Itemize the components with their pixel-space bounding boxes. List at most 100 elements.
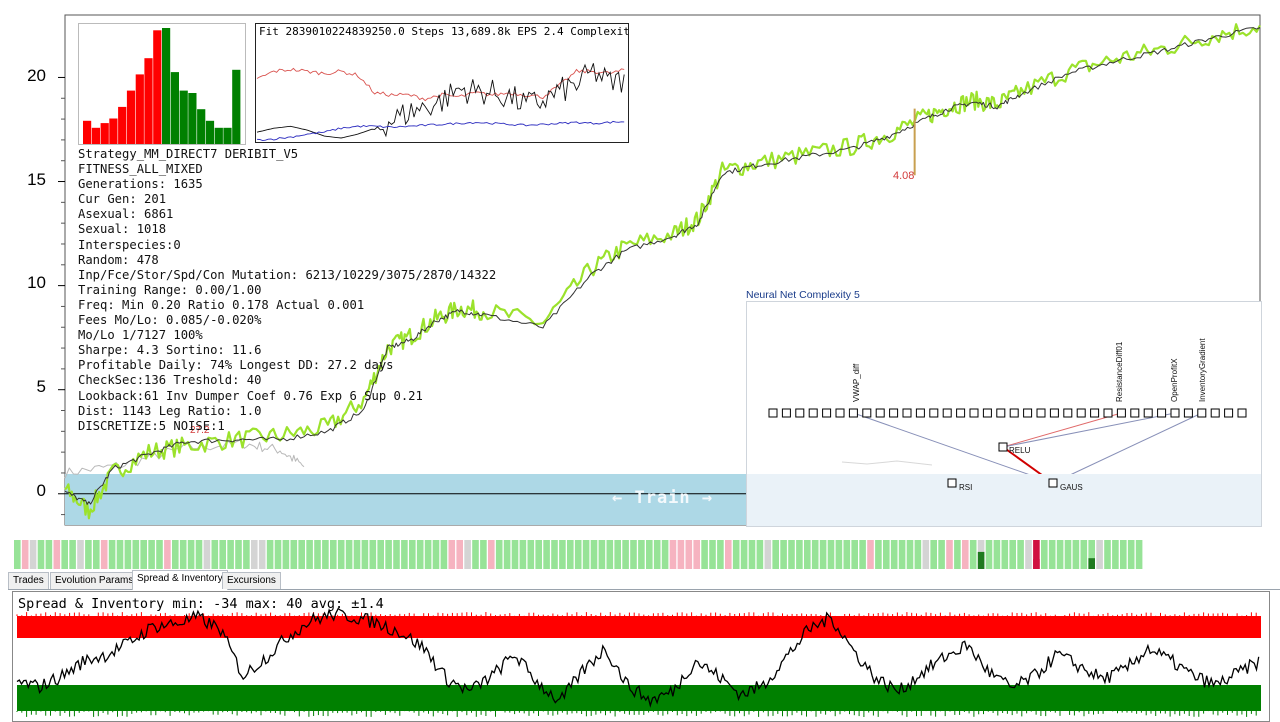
daily-result-bar	[1056, 540, 1064, 569]
daily-result-bar	[701, 540, 708, 569]
input-node	[969, 408, 979, 418]
daily-result-bar	[922, 540, 930, 569]
daily-result-bar	[472, 540, 479, 569]
stat-line: Cur Gen: 201	[78, 192, 167, 207]
histogram-bar	[214, 127, 223, 144]
daily-result-bar	[227, 540, 234, 569]
stat-line: DISCRETIZE:5 NOISE:1	[78, 418, 225, 433]
test-range-band	[747, 474, 1261, 526]
daily-results-strip	[14, 540, 1143, 569]
input-node	[862, 408, 872, 418]
daily-result-bar	[290, 540, 298, 569]
daily-result-bar	[780, 540, 787, 569]
daily-result-bar	[330, 540, 337, 569]
tab-spread-inventory[interactable]: Spread & Inventory	[132, 570, 228, 590]
input-node	[1049, 408, 1059, 418]
fitness-histogram	[83, 28, 241, 145]
histogram-bar	[162, 28, 171, 144]
daily-result-bar	[867, 540, 874, 569]
input-node	[1197, 408, 1207, 418]
input-node	[781, 408, 791, 418]
daily-result-bar	[606, 540, 614, 569]
daily-result-bar	[938, 540, 945, 569]
daily-result-bar	[1025, 540, 1032, 569]
input-label-vwap-diff: VWAP_diff	[852, 363, 861, 402]
daily-result-bar	[266, 540, 274, 569]
y-axis-tick-5: 5	[36, 377, 46, 396]
input-label-resistance-diff: ResistanceDiff01	[1115, 341, 1124, 402]
daily-result-bar	[251, 540, 258, 569]
daily-result-bar	[337, 540, 345, 569]
daily-result-bar	[614, 540, 621, 569]
histogram-bar	[126, 90, 136, 144]
daily-result-bar	[677, 540, 685, 569]
daily-result-bar	[1033, 540, 1040, 569]
daily-result-bar	[725, 540, 732, 569]
daily-result-bar	[796, 540, 803, 569]
daily-result-bar	[827, 540, 835, 569]
input-label-open-profit: OpenProfitX	[1170, 358, 1179, 402]
daily-result-bar	[598, 540, 606, 569]
daily-result-bar	[282, 540, 290, 569]
daily-result-bar	[1088, 540, 1095, 569]
stat-line: Dist: 1143 Leg Ratio: 1.0	[78, 403, 262, 418]
input-node	[822, 408, 832, 418]
hidden-node-relu	[998, 442, 1008, 452]
daily-result-bar	[685, 540, 693, 569]
daily-result-bar	[930, 540, 937, 569]
inventory-line	[16, 607, 1260, 708]
daily-result-bar	[1072, 540, 1080, 569]
input-label-inventory-gradient: InventoryGradient	[1198, 338, 1207, 402]
equity-line-train	[64, 27, 1261, 505]
input-node	[956, 408, 966, 418]
daily-result-bar	[646, 540, 653, 569]
daily-result-bar	[693, 540, 700, 569]
daily-result-bar	[235, 540, 242, 569]
tab-trades[interactable]: Trades	[8, 572, 49, 589]
daily-result-bar	[638, 540, 645, 569]
daily-result-bar	[140, 540, 147, 569]
input-node	[768, 408, 778, 418]
daily-result-bar	[661, 540, 669, 569]
stat-line: Strategy_MM_DIRECT7 DERIBIT_V5	[78, 147, 299, 161]
histogram-bar	[91, 127, 100, 144]
daily-result-bar	[962, 540, 969, 569]
daily-result-bar	[306, 540, 313, 569]
daily-result-bar	[361, 540, 369, 569]
daily-result-bar	[551, 540, 558, 569]
daily-result-bar	[819, 540, 827, 569]
daily-result-bar	[258, 540, 266, 569]
stat-line: Training Range: 0.00/1.00	[78, 282, 262, 297]
neural-net-panel: VWAP_diff ResistanceDiff01 OpenProfitX I…	[746, 301, 1262, 527]
daily-result-bar	[1048, 540, 1056, 569]
stat-line: Generations: 1635	[78, 177, 203, 192]
daily-result-bar	[314, 540, 321, 569]
drawdown-spike-annotation: 4.08	[893, 170, 915, 182]
daily-result-bar	[203, 540, 211, 569]
daily-result-bar	[519, 540, 527, 569]
input-node	[848, 408, 858, 418]
daily-result-bar	[156, 540, 163, 569]
input-node	[1023, 408, 1033, 418]
neural-net-diagram	[747, 408, 1261, 526]
tab-evolution-params[interactable]: Evolution Params	[50, 572, 139, 589]
hidden-node-label-rsi: RSI	[959, 483, 973, 492]
complexity-line	[256, 120, 625, 142]
input-node	[1157, 408, 1167, 418]
input-node	[795, 408, 805, 418]
input-node	[808, 408, 818, 418]
daily-result-bar	[377, 540, 384, 569]
daily-result-bar	[322, 540, 329, 569]
daily-result-bar	[480, 540, 487, 569]
daily-result-bar	[788, 540, 795, 569]
tab-excursions[interactable]: Excursions	[222, 572, 281, 589]
daily-result-bar	[187, 540, 195, 569]
daily-result-bar	[456, 540, 463, 569]
daily-result-bar	[622, 540, 629, 569]
daily-result-bar	[164, 540, 171, 569]
y-axis-tick-20: 20	[27, 66, 46, 85]
daily-result-bar	[132, 540, 140, 569]
longest-dd-annotation: 27.2	[190, 425, 210, 436]
y-axis-tick-0: 0	[36, 481, 46, 500]
daily-result-bar	[985, 540, 993, 569]
